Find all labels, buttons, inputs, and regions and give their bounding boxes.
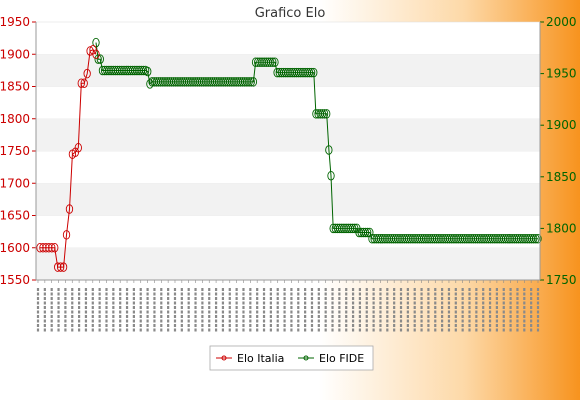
elo-fide-point xyxy=(325,145,333,155)
legend: Elo Italia Elo FIDE xyxy=(209,345,374,371)
left-tick-label: 1950 xyxy=(0,15,30,29)
left-tick-label: 1700 xyxy=(0,176,30,190)
legend-label-elo-italia: Elo Italia xyxy=(237,352,284,365)
elo-fide-point xyxy=(361,227,370,238)
right-tick-label: 1900 xyxy=(546,118,577,132)
left-tick-label: 1800 xyxy=(0,112,30,126)
legend-marker-elo-fide xyxy=(303,355,309,361)
elo-fide-point xyxy=(269,57,277,67)
elo-fide-point xyxy=(320,109,329,119)
elo-italia-point xyxy=(92,49,100,60)
legend-label-elo-fide: Elo FIDE xyxy=(319,352,364,365)
elo-fide-point xyxy=(94,54,102,64)
elo-italia-point xyxy=(80,78,88,89)
elo-italia-point xyxy=(45,242,53,253)
chart-title: Grafico Elo xyxy=(255,6,326,21)
elo-italia-point xyxy=(48,242,56,253)
grid-band xyxy=(36,118,540,151)
left-tick-label: 1750 xyxy=(0,144,30,158)
grid-band xyxy=(36,22,540,55)
right-tick-label: 1750 xyxy=(546,273,577,287)
elo-fide-point xyxy=(366,227,374,238)
elo-fide-point xyxy=(266,57,275,67)
elo-fide-point xyxy=(245,77,253,87)
elo-fide-point xyxy=(530,233,538,244)
elo-italia-point xyxy=(62,230,71,240)
elo-italia-point xyxy=(74,143,82,153)
elo-italia-point xyxy=(39,242,47,253)
chart-axes xyxy=(35,22,541,281)
grid-band xyxy=(36,151,540,184)
elo-fide-point xyxy=(310,67,318,78)
elo-fide-point xyxy=(144,66,152,77)
elo-italia-point xyxy=(51,242,59,253)
elo-fide-point xyxy=(323,109,331,119)
left-tick-label: 1850 xyxy=(0,80,30,94)
left-tick-label: 1900 xyxy=(0,47,30,61)
left-tick-label: 1600 xyxy=(0,241,30,255)
series-elo-italia xyxy=(36,44,100,272)
series-elo-fide xyxy=(92,37,542,244)
right-axis-ticks: 1750 1800 1850 1900 1950 2000 xyxy=(540,15,577,287)
right-tick-label: 1950 xyxy=(546,67,577,81)
elo-italia-point xyxy=(59,262,68,272)
x-axis-labels xyxy=(36,280,540,332)
elo-fide-point xyxy=(249,77,258,87)
elo-italia-point xyxy=(86,46,94,56)
elo-italia-point xyxy=(54,262,62,272)
elo-fide-point xyxy=(318,109,327,119)
elo-fide-point xyxy=(139,65,148,76)
right-tick-label: 1800 xyxy=(546,221,577,235)
elo-fide-point xyxy=(364,227,372,238)
grid-band xyxy=(36,183,540,216)
elo-italia-point xyxy=(42,242,50,253)
grid-band xyxy=(36,247,540,280)
left-axis-ticks: 1550 1600 1650 1700 1750 1800 1850 1900 1950 xyxy=(0,15,36,287)
right-tick-label: 1850 xyxy=(546,170,577,184)
elo-fide-point xyxy=(96,54,104,64)
legend-marker-elo-italia xyxy=(221,355,227,361)
left-tick-label: 1550 xyxy=(0,273,30,287)
right-tick-label: 2000 xyxy=(546,15,577,29)
elo-fide-point xyxy=(327,171,335,181)
elo-fide-point xyxy=(532,233,540,244)
elo-fide-point xyxy=(305,67,314,78)
elo-fide-point xyxy=(271,57,279,67)
elo-italia-point xyxy=(83,68,91,79)
legend-box xyxy=(209,345,374,371)
elo-fide-point xyxy=(348,223,357,234)
left-tick-label: 1650 xyxy=(0,209,30,223)
elo-italia-point xyxy=(56,262,65,272)
elo-italia-point xyxy=(77,78,85,89)
elo-italia-point xyxy=(65,204,74,214)
elo-italia-point xyxy=(36,242,44,253)
elo-fide-point xyxy=(247,77,255,87)
grid-band xyxy=(36,86,540,119)
elo-fide-point xyxy=(534,233,542,244)
elo-fide-point xyxy=(307,67,316,78)
